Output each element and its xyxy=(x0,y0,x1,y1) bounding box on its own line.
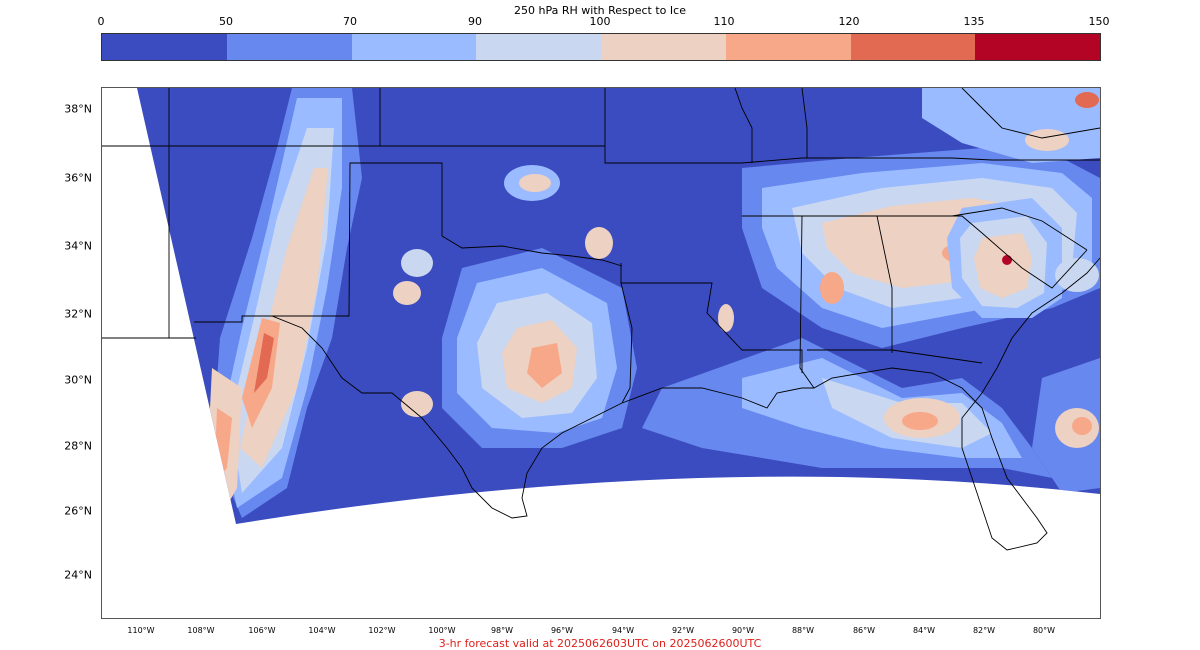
coastline-segment xyxy=(621,257,1100,551)
lat-label: 32°N xyxy=(64,307,92,321)
state-border xyxy=(801,88,808,158)
map-panel xyxy=(101,87,1101,619)
lat-label: 26°N xyxy=(64,504,92,518)
rh-contour-region xyxy=(393,281,421,305)
colorbar-segment-6 xyxy=(850,34,976,60)
rh-contour-region xyxy=(1075,92,1099,108)
rh-contour-region xyxy=(401,249,433,277)
rh-contour-region xyxy=(902,412,938,430)
rh-contour-region xyxy=(1072,417,1092,435)
rh-contour-region xyxy=(718,304,734,332)
colorbar-segment-4 xyxy=(601,34,726,60)
colorbar-segment-3 xyxy=(476,34,601,60)
colorbar-tick: 50 xyxy=(219,15,233,28)
rh-contour-region xyxy=(407,400,427,416)
rh-contour-region xyxy=(519,174,551,192)
colorbar xyxy=(101,33,1101,61)
lon-label: 90°W xyxy=(731,626,755,635)
coastline xyxy=(242,257,1100,551)
rh-contour-region xyxy=(974,233,1032,298)
state-border xyxy=(951,207,1088,251)
lon-label: 96°W xyxy=(550,626,574,635)
lon-label: 88°W xyxy=(791,626,815,635)
lat-label: 28°N xyxy=(64,439,92,453)
rh-contour-region xyxy=(1025,129,1069,151)
colorbar-segment-1 xyxy=(226,34,352,60)
coastline-segment xyxy=(242,315,463,469)
lon-label: 108°W xyxy=(187,626,215,635)
colorbar-tick: 150 xyxy=(1088,15,1110,28)
colorbar-segment-5 xyxy=(725,34,851,60)
lon-label: 110°W xyxy=(127,626,155,635)
lon-label: 80°W xyxy=(1032,626,1056,635)
colorbar-segment-0 xyxy=(102,34,227,60)
lon-label: 94°W xyxy=(611,626,635,635)
colorbar-title: 250 hPa RH with Respect to Ice xyxy=(514,4,686,17)
lat-label: 34°N xyxy=(64,239,92,253)
colorbar-segment-7 xyxy=(975,34,1100,60)
colorbar-tick: 110 xyxy=(713,15,735,28)
state-border xyxy=(807,349,983,364)
lon-label: 102°W xyxy=(368,626,396,635)
rh-contours xyxy=(207,88,1100,518)
rh-contour-region xyxy=(585,227,613,259)
lat-label: 30°N xyxy=(64,373,92,387)
state-border xyxy=(742,215,815,389)
state-border xyxy=(800,215,893,353)
lat-label: 36°N xyxy=(64,171,92,185)
map-canvas xyxy=(102,88,1100,551)
lon-label: 98°W xyxy=(490,626,514,635)
colorbar-tick: 120 xyxy=(838,15,860,28)
rh-contour-region xyxy=(820,272,844,304)
colorbar-tick: 90 xyxy=(468,15,482,28)
lon-label: 82°W xyxy=(972,626,996,635)
rh-contour-region xyxy=(1002,255,1012,265)
lon-label: 106°W xyxy=(248,626,276,635)
rh-contour-region xyxy=(1055,258,1099,292)
lon-label: 86°W xyxy=(852,626,876,635)
lon-label: 100°W xyxy=(428,626,456,635)
state-border xyxy=(621,282,803,373)
state-border xyxy=(961,88,1100,139)
state-border xyxy=(604,88,1100,164)
forecast-valid-caption: 3-hr forecast valid at 2025062603UTC on … xyxy=(438,637,762,650)
colorbar-tick: 135 xyxy=(963,15,985,28)
lon-label: 92°W xyxy=(671,626,695,635)
rh-contour-region xyxy=(527,343,562,388)
colorbar-tick: 0 xyxy=(97,15,105,28)
rh-contour-region xyxy=(254,333,274,393)
colorbar-segment-2 xyxy=(351,34,477,60)
lat-label: 24°N xyxy=(64,568,92,582)
state-border xyxy=(877,215,1088,289)
state-border xyxy=(620,263,633,404)
colorbar-tick: 70 xyxy=(343,15,357,28)
state-border xyxy=(734,88,753,163)
lat-label: 38°N xyxy=(64,102,92,116)
colorbar-tick: 100 xyxy=(589,15,611,28)
lon-label: 104°W xyxy=(308,626,336,635)
lon-label: 84°W xyxy=(912,626,936,635)
coastline-segment xyxy=(461,402,623,519)
